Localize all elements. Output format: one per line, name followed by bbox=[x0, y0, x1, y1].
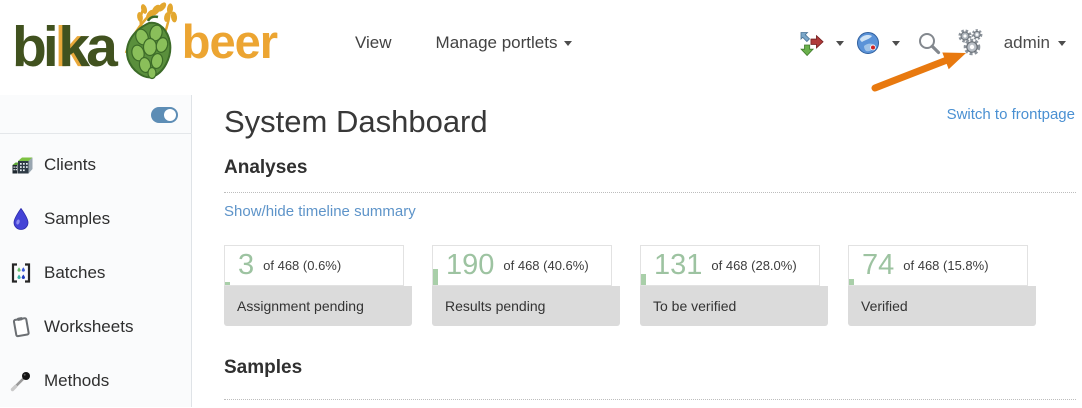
beer-wordmark: beer bbox=[181, 14, 278, 68]
section-divider bbox=[224, 192, 1076, 193]
logo-letter-k-shadow: k bbox=[58, 14, 90, 79]
gears-icon bbox=[958, 29, 983, 56]
stat-detail: of 468 (0.6%) bbox=[263, 258, 342, 273]
header-actions: admin bbox=[798, 28, 1066, 58]
user-menu[interactable]: admin bbox=[1004, 33, 1066, 53]
analyses-stat-cards: 3 of 468 (0.6%) Assignment pending 190 o… bbox=[224, 245, 1076, 326]
sidebar-item-label: Worksheets bbox=[44, 317, 134, 336]
switch-to-frontpage-link[interactable]: Switch to frontpage bbox=[946, 106, 1075, 123]
stat-detail: of 468 (40.6%) bbox=[503, 258, 589, 273]
pipette-icon bbox=[9, 369, 33, 393]
hop-cone-icon bbox=[112, 1, 186, 86]
sidebar-item-worksheets[interactable]: Worksheets bbox=[0, 300, 192, 354]
sidebar-item-samples[interactable]: Samples bbox=[0, 192, 192, 246]
stat-progress-bar bbox=[849, 278, 854, 285]
globe-icon bbox=[856, 32, 879, 54]
stat-detail: of 468 (15.8%) bbox=[903, 258, 989, 273]
bika-beer-logo[interactable]: bi k k a bbox=[12, 1, 278, 88]
logo-letters-bi: bi bbox=[12, 14, 59, 79]
section-divider bbox=[224, 399, 1076, 400]
logo-letter-k: k bbox=[54, 14, 87, 79]
stat-card-top: 74 of 468 (15.8%) bbox=[848, 245, 1028, 286]
sidebar-item-label: Batches bbox=[44, 263, 106, 282]
analyses-section-heading: Analyses bbox=[224, 157, 308, 178]
view-tab-label: View bbox=[355, 33, 392, 52]
samples-section-heading: Samples bbox=[224, 357, 303, 378]
stat-label: Assignment pending bbox=[237, 298, 364, 314]
sidebar-item-label: Clients bbox=[44, 155, 96, 174]
stat-card-to-be-verified[interactable]: 131 of 468 (28.0%) To be verified bbox=[640, 245, 828, 326]
stat-card-top: 131 of 468 (28.0%) bbox=[640, 245, 820, 286]
content-nav: View Manage portlets bbox=[355, 33, 573, 53]
search-icon bbox=[918, 32, 940, 54]
stat-card-top: 190 of 468 (40.6%) bbox=[432, 245, 612, 286]
sidebar-item-clients[interactable]: Clients bbox=[0, 138, 192, 192]
sidebar-divider bbox=[0, 133, 192, 134]
clipboard-icon bbox=[9, 315, 33, 339]
chevron-down-icon[interactable] bbox=[891, 40, 900, 46]
manage-portlets-menu[interactable]: Manage portlets bbox=[436, 33, 573, 53]
stat-label: Verified bbox=[861, 298, 908, 314]
stat-label: To be verified bbox=[653, 298, 737, 314]
workflow-transitions-button[interactable] bbox=[798, 30, 825, 57]
stat-card-top: 3 of 468 (0.6%) bbox=[224, 245, 404, 286]
stat-detail: of 468 (28.0%) bbox=[711, 258, 797, 273]
stat-count: 190 bbox=[446, 249, 495, 281]
sidebar: Clients Samples bbox=[0, 95, 192, 407]
chevron-down-icon bbox=[1058, 40, 1066, 46]
stat-card-bottom: To be verified bbox=[640, 286, 828, 326]
stat-progress-bar bbox=[641, 274, 646, 285]
toggle-knob bbox=[164, 109, 176, 121]
batches-brackets-icon bbox=[9, 261, 33, 285]
language-button[interactable] bbox=[855, 30, 881, 56]
search-button[interactable] bbox=[917, 31, 942, 56]
view-tab[interactable]: View bbox=[355, 33, 392, 53]
manage-portlets-label: Manage portlets bbox=[435, 33, 558, 52]
sidebar-item-methods[interactable]: Methods bbox=[0, 354, 192, 408]
stat-count: 131 bbox=[654, 249, 703, 281]
sidebar-item-label: Samples bbox=[44, 209, 111, 228]
site-setup-button[interactable] bbox=[955, 28, 989, 58]
page-title: System Dashboard bbox=[224, 104, 488, 139]
workflow-arrows-icon bbox=[799, 31, 824, 56]
stat-card-results-pending[interactable]: 190 of 468 (40.6%) Results pending bbox=[432, 245, 620, 326]
chevron-down-icon bbox=[564, 40, 573, 46]
building-icon bbox=[9, 153, 33, 177]
stat-card-assignment-pending[interactable]: 3 of 468 (0.6%) Assignment pending bbox=[224, 245, 412, 326]
stat-label: Results pending bbox=[445, 298, 546, 314]
sidebar-nav: Clients Samples bbox=[0, 138, 192, 408]
sidebar-toggle[interactable] bbox=[151, 107, 178, 123]
stat-card-bottom: Results pending bbox=[432, 286, 620, 326]
stat-card-bottom: Assignment pending bbox=[224, 286, 412, 326]
stat-progress-bar bbox=[433, 269, 438, 285]
main-content: Switch to frontpage System Dashboard Ana… bbox=[192, 95, 1082, 407]
top-header: bi k k a bbox=[0, 0, 1082, 95]
logo-letter-a: a bbox=[86, 14, 118, 79]
user-name: admin bbox=[1003, 33, 1050, 52]
stat-card-verified[interactable]: 74 of 468 (15.8%) Verified bbox=[848, 245, 1036, 326]
stat-progress-bar bbox=[225, 282, 230, 285]
sidebar-item-label: Methods bbox=[44, 371, 110, 390]
timeline-summary-toggle-link[interactable]: Show/hide timeline summary bbox=[224, 203, 416, 220]
stat-count: 3 bbox=[238, 249, 255, 281]
stat-card-bottom: Verified bbox=[848, 286, 1036, 326]
stat-count: 74 bbox=[862, 249, 895, 281]
sidebar-item-batches[interactable]: Batches bbox=[0, 246, 192, 300]
chevron-down-icon[interactable] bbox=[835, 40, 844, 46]
bika-wordmark: bi k k a bbox=[12, 14, 118, 79]
droplet-icon bbox=[9, 207, 33, 231]
